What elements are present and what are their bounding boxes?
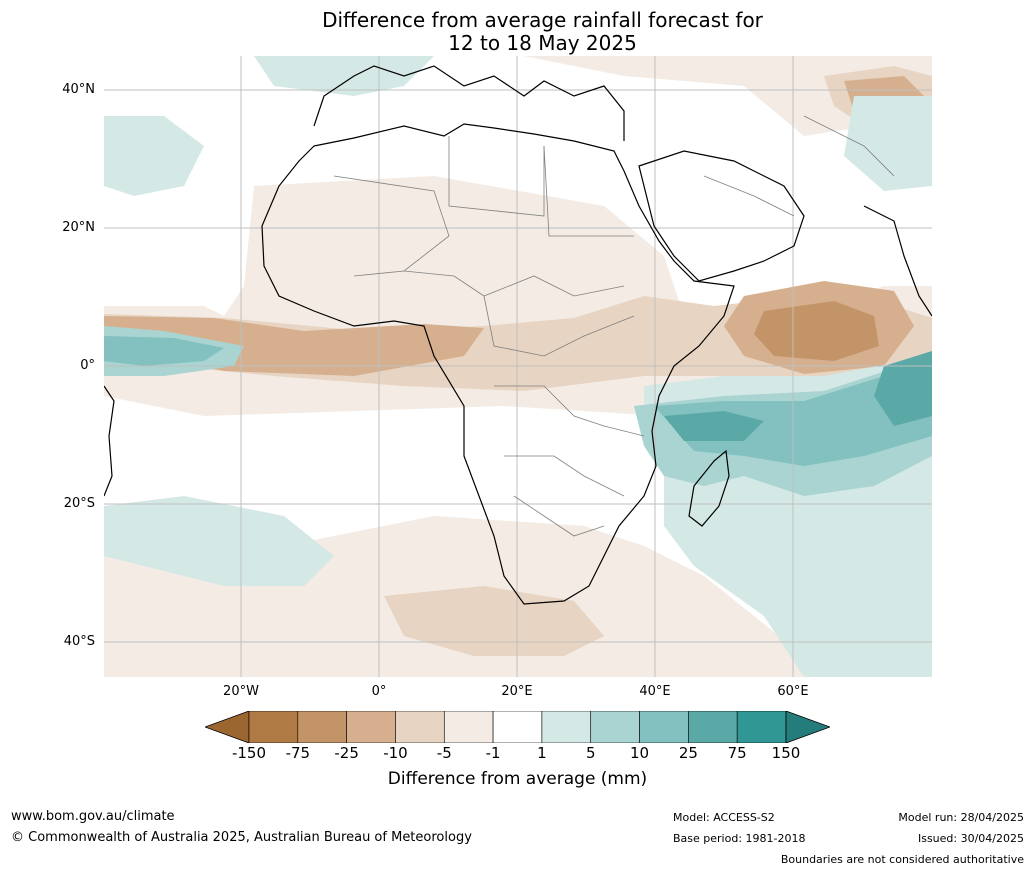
footer-boundaries-note: Boundaries are not considered authoritat… bbox=[780, 853, 1024, 866]
europe-coastline bbox=[313, 65, 625, 141]
colorbar-bin bbox=[443, 710, 494, 744]
border-line bbox=[494, 385, 645, 437]
border-line bbox=[504, 455, 625, 497]
lon-label-0: 0° bbox=[371, 684, 387, 699]
footer-model-run: Model run: 28/04/2025 bbox=[898, 811, 1024, 824]
africa-coastline bbox=[261, 123, 735, 605]
colorbar-tick-label: -10 bbox=[383, 744, 408, 762]
colorbar-bin bbox=[248, 710, 299, 744]
colorbar-label: Difference from average (mm) bbox=[387, 769, 648, 789]
lon-label-60e: 60°E bbox=[777, 684, 809, 699]
india-coastline bbox=[863, 205, 932, 317]
colorbar-tick-label: -5 bbox=[436, 744, 452, 762]
colorbar-tick-label: -150 bbox=[231, 744, 267, 762]
lat-label-20n: 20°N bbox=[62, 220, 95, 235]
border-line bbox=[513, 495, 605, 537]
madagascar-coastline bbox=[688, 449, 730, 527]
wet-anomaly-light bbox=[844, 96, 932, 191]
wet-anomaly-very-strong bbox=[664, 411, 764, 441]
footer-copyright: © Commonwealth of Australia 2025, Austra… bbox=[11, 830, 472, 845]
wet-anomaly-strong bbox=[104, 336, 224, 366]
lat-label-20s: 20°S bbox=[63, 496, 95, 511]
lat-label-40s: 40°S bbox=[63, 634, 95, 649]
colorbar-bin bbox=[297, 710, 347, 744]
anomaly-fields bbox=[104, 56, 932, 677]
lat-label-40n: 40°N bbox=[62, 82, 95, 97]
footer-issued: Issued: 30/04/2025 bbox=[917, 832, 1024, 845]
colorbar-segments bbox=[203, 710, 832, 744]
colorbar-bin bbox=[639, 710, 689, 744]
colorbar-tick-label: 25 bbox=[678, 744, 698, 762]
rainfall-map bbox=[104, 56, 932, 677]
wet-anomaly-very-strong bbox=[874, 351, 932, 426]
south-america-coastline bbox=[104, 385, 115, 497]
colorbar-tick-label: -75 bbox=[285, 744, 311, 762]
colorbar-tick-label: 1 bbox=[537, 744, 547, 762]
lon-label-20e: 20°E bbox=[501, 684, 533, 699]
colorbar-bin bbox=[395, 710, 445, 744]
lon-label-40e: 40°E bbox=[639, 684, 671, 699]
wet-anomaly-light bbox=[104, 116, 204, 196]
lon-label-20w: 20°W bbox=[223, 684, 259, 699]
title-line-2: 12 to 18 May 2025 bbox=[448, 31, 637, 55]
border-line bbox=[333, 175, 450, 277]
title-line-1: Difference from average rainfall forecas… bbox=[322, 8, 763, 32]
colorbar-tick-label: -1 bbox=[485, 744, 501, 762]
colorbar-svg bbox=[203, 710, 832, 744]
colorbar-bin bbox=[590, 710, 640, 744]
border-line bbox=[543, 145, 634, 237]
map-svg bbox=[104, 56, 932, 677]
colorbar-tick-label: 150 bbox=[771, 744, 801, 762]
colorbar-bin bbox=[541, 710, 592, 744]
colorbar-arrow-high bbox=[785, 710, 832, 744]
border-line bbox=[803, 115, 895, 177]
colorbar bbox=[203, 710, 832, 744]
wet-anomaly-light bbox=[254, 56, 434, 96]
country-borders bbox=[333, 115, 895, 537]
colorbar-tick-label: 5 bbox=[585, 744, 596, 762]
colorbar-bin bbox=[492, 710, 543, 744]
colorbar-tick-label: 75 bbox=[727, 744, 747, 762]
footer-model: Model: ACCESS-S2 bbox=[673, 811, 775, 824]
colorbar-bin bbox=[346, 710, 396, 744]
wet-anomaly-light bbox=[104, 496, 334, 586]
dry-anomaly-light bbox=[104, 56, 932, 136]
footer-url[interactable]: www.bom.gov.au/climate bbox=[11, 809, 175, 824]
colorbar-bin bbox=[688, 710, 738, 744]
colorbar-bin bbox=[736, 710, 787, 744]
border-line bbox=[403, 270, 625, 297]
arabia-coastline bbox=[638, 150, 805, 282]
border-line bbox=[703, 175, 795, 217]
dry-anomaly-medium bbox=[384, 586, 604, 656]
dry-anomaly-very-strong bbox=[754, 301, 879, 361]
border-line bbox=[448, 136, 545, 217]
map-title: Difference from average rainfall forecas… bbox=[0, 9, 1035, 55]
colorbar-tick-label: 10 bbox=[629, 744, 650, 762]
colorbar-arrow-low bbox=[203, 710, 250, 744]
lat-label-equator: 0° bbox=[80, 358, 95, 373]
graticule bbox=[104, 56, 932, 677]
coastlines bbox=[104, 65, 932, 605]
colorbar-tick-label: -25 bbox=[334, 744, 359, 762]
border-line bbox=[483, 295, 635, 357]
footer-base-period: Base period: 1981-2018 bbox=[673, 832, 806, 845]
